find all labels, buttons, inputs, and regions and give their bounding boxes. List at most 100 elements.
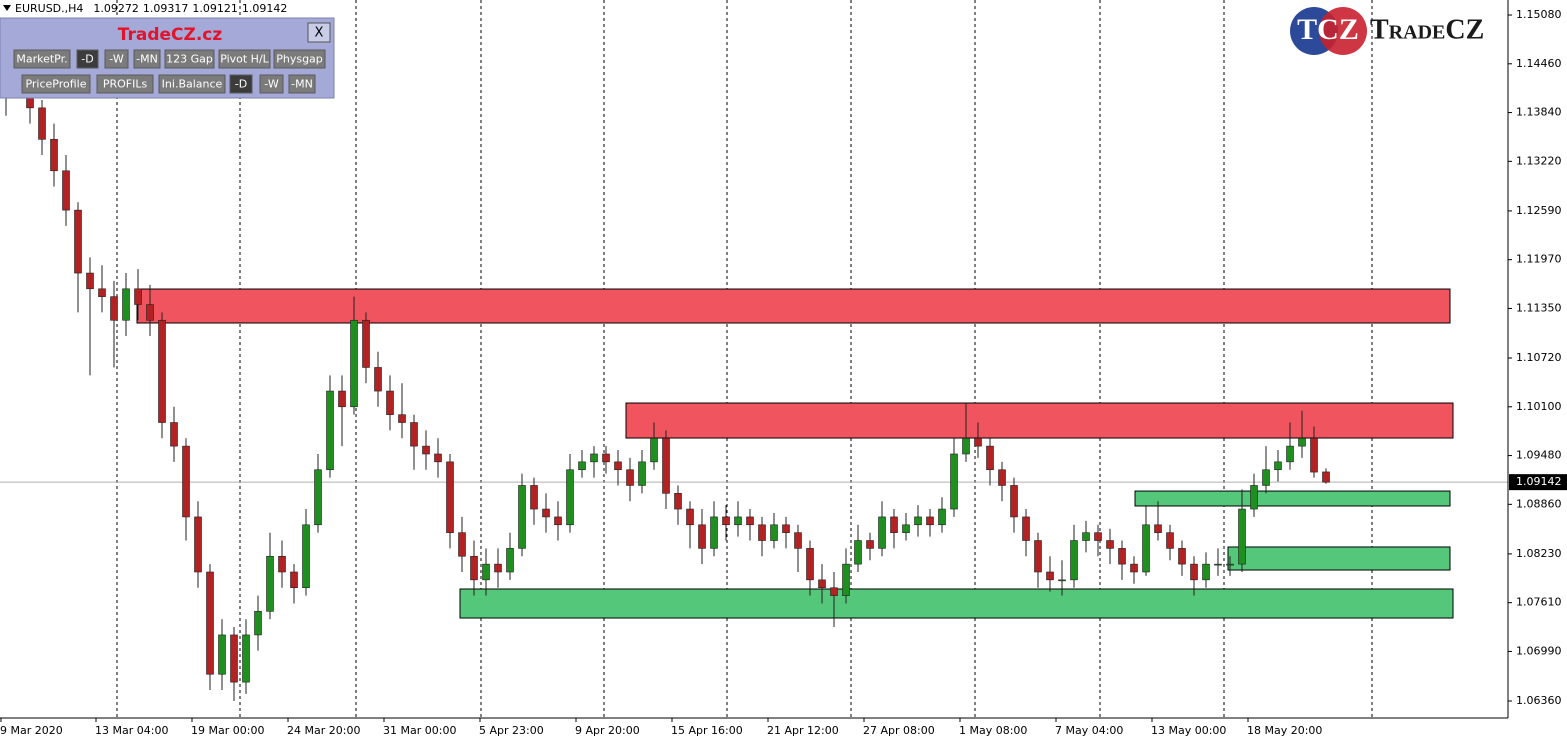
candle-body — [1058, 579, 1066, 582]
panel-button[interactable] — [133, 49, 161, 69]
candle-body — [458, 532, 466, 557]
y-tick-label: 1.11970 — [1516, 253, 1562, 266]
panel-button[interactable] — [218, 49, 271, 69]
candle-body — [446, 461, 454, 533]
logo-circle — [1319, 7, 1367, 55]
candle-body — [566, 469, 574, 526]
panel-button[interactable] — [76, 49, 99, 69]
close-button[interactable] — [307, 22, 331, 43]
panel-button-label[interactable]: -MN — [291, 78, 313, 91]
candle-body — [1202, 563, 1210, 581]
candle-body — [1154, 524, 1162, 533]
panel-button-label[interactable]: -W — [264, 78, 279, 91]
panel-button-label[interactable]: -W — [109, 53, 124, 66]
candle-body — [1322, 471, 1330, 483]
candle-body — [1298, 437, 1306, 447]
panel-button-label[interactable]: -D — [81, 53, 93, 66]
candle-body — [686, 508, 694, 526]
y-tick-label: 1.14460 — [1516, 57, 1562, 70]
candle-body — [146, 304, 154, 321]
panel-button[interactable] — [96, 74, 154, 94]
candle-body — [710, 516, 718, 549]
panel-button[interactable] — [229, 74, 253, 94]
candle-body — [914, 516, 922, 526]
candle-body — [974, 437, 982, 447]
candle-body — [1226, 563, 1234, 566]
y-tick-label: 1.06360 — [1516, 694, 1562, 707]
candle-body — [506, 548, 514, 573]
panel-button[interactable] — [288, 74, 316, 94]
panel-button-label[interactable]: PROFILs — [103, 78, 148, 91]
candle-body — [1250, 485, 1258, 510]
panel-button-label[interactable]: MarketPr. — [16, 53, 67, 66]
candle-body — [350, 319, 358, 408]
symbol-arrow — [3, 5, 11, 11]
candle-body — [1070, 540, 1078, 581]
x-tick-label: 1 May 08:00 — [959, 724, 1027, 737]
panel-button[interactable] — [273, 49, 326, 69]
candle-body — [1238, 508, 1246, 565]
candle-body — [650, 437, 658, 463]
candle-body — [962, 437, 970, 455]
header-ohlc: 1.09317 — [143, 2, 189, 15]
panel-button-label[interactable]: Physgap — [276, 53, 323, 66]
panel-button[interactable] — [158, 74, 226, 94]
candle-body — [470, 555, 478, 581]
candle-body — [218, 634, 226, 675]
panel-button-label[interactable]: -D — [235, 78, 247, 91]
candle-body — [230, 634, 238, 683]
candle-body — [122, 288, 130, 321]
candle-body — [1094, 532, 1102, 541]
candle-body — [722, 516, 730, 526]
candle-body — [866, 540, 874, 549]
panel-button-label[interactable]: 123 Gap — [166, 53, 213, 66]
panel-button[interactable] — [164, 49, 215, 69]
panel-button-label[interactable]: -MN — [136, 53, 158, 66]
price-tag-label: 1.09142 — [1516, 475, 1562, 488]
candle-body — [302, 524, 310, 589]
panel-button-label[interactable]: Ini.Balance — [162, 78, 223, 91]
candle-body — [542, 508, 550, 518]
candle-body — [1130, 563, 1138, 573]
candle-body — [830, 587, 838, 596]
candle-body — [1190, 563, 1198, 581]
candle-body — [1106, 540, 1114, 549]
panel-button[interactable] — [13, 49, 71, 69]
zone — [459, 588, 1454, 619]
candle-body — [782, 524, 790, 533]
candle-body — [1214, 563, 1222, 566]
candle-body — [902, 524, 910, 533]
candle-body — [266, 555, 274, 612]
candle-body — [362, 319, 370, 368]
panel-button-label[interactable]: PriceProfile — [25, 78, 86, 91]
panel-title: TradeCZ.cz — [118, 25, 223, 45]
panel-button[interactable] — [21, 74, 91, 94]
candle-body — [1178, 548, 1186, 565]
price-tag — [1509, 474, 1567, 491]
candle-body — [194, 516, 202, 573]
candle-body — [1166, 532, 1174, 549]
candle-body — [182, 445, 190, 518]
candle-body — [134, 288, 142, 305]
panel-button-label[interactable]: Pivot H/L — [220, 53, 269, 66]
panel-button[interactable] — [259, 74, 284, 94]
candle-body — [938, 508, 946, 526]
x-tick-label: 7 May 04:00 — [1055, 724, 1123, 737]
close-label[interactable]: X — [315, 26, 324, 41]
candle-body — [494, 563, 502, 573]
x-tick-label: 31 Mar 00:00 — [383, 724, 456, 737]
candle-body — [614, 461, 622, 471]
candle-body — [254, 611, 262, 636]
candle-body — [1022, 516, 1030, 541]
candle-body — [518, 485, 526, 549]
candle-body — [206, 571, 214, 675]
tool-panel: TradeCZ.cz X MarketPr. -D -W -MN 123 Gap Pivo… — [0, 17, 335, 99]
y-tick-label: 1.10720 — [1516, 351, 1562, 364]
candle-body — [674, 493, 682, 510]
candle-body — [746, 516, 754, 526]
panel-button[interactable] — [104, 49, 129, 69]
y-tick-label: 1.13840 — [1516, 106, 1562, 119]
y-tick-label: 1.13220 — [1516, 154, 1562, 167]
